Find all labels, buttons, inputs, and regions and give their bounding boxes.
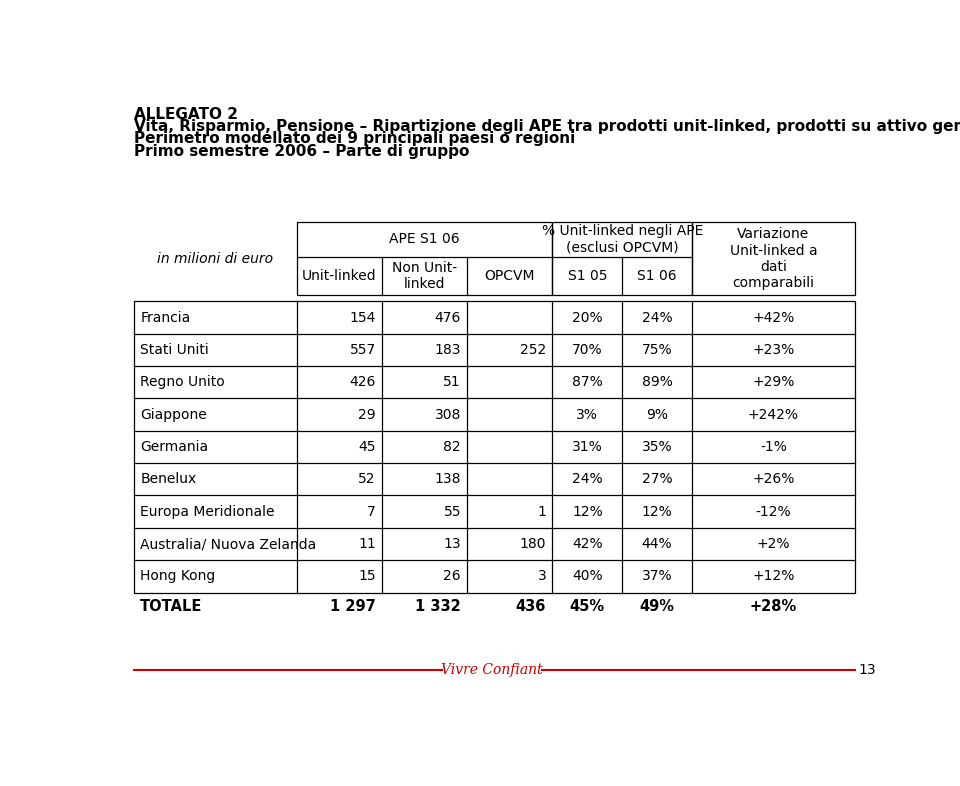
Text: 40%: 40%: [572, 569, 603, 583]
Text: OPCVM: OPCVM: [485, 269, 535, 283]
Text: 426: 426: [349, 375, 375, 389]
Text: % Unit-linked negli APE
(esclusi OPCVM): % Unit-linked negli APE (esclusi OPCVM): [541, 224, 703, 255]
Text: 29: 29: [358, 408, 375, 421]
Text: 252: 252: [520, 343, 546, 357]
Text: 87%: 87%: [572, 375, 603, 389]
Bar: [134, 302, 854, 593]
Text: Francia: Francia: [140, 310, 190, 325]
Text: 476: 476: [435, 310, 461, 325]
Text: 89%: 89%: [641, 375, 673, 389]
Text: 49%: 49%: [639, 599, 675, 614]
Text: 12%: 12%: [641, 505, 672, 519]
Bar: [297, 222, 552, 296]
Text: 52: 52: [358, 472, 375, 487]
Text: -1%: -1%: [760, 440, 787, 454]
Text: 3%: 3%: [576, 408, 598, 421]
Text: 75%: 75%: [642, 343, 672, 357]
Text: Stati Uniti: Stati Uniti: [140, 343, 209, 357]
Text: +42%: +42%: [753, 310, 795, 325]
Text: Vivre Confiant: Vivre Confiant: [442, 663, 542, 678]
Text: 1: 1: [538, 505, 546, 519]
Text: +242%: +242%: [748, 408, 799, 421]
Text: 308: 308: [435, 408, 461, 421]
Text: 1 297: 1 297: [330, 599, 375, 614]
Text: Hong Kong: Hong Kong: [140, 569, 215, 583]
Text: 70%: 70%: [572, 343, 603, 357]
Text: Perimetro modellato dei 9 principali paesi o regioni: Perimetro modellato dei 9 principali pae…: [134, 131, 575, 146]
Text: 20%: 20%: [572, 310, 603, 325]
Text: 35%: 35%: [642, 440, 672, 454]
Text: 7: 7: [367, 505, 375, 519]
Text: Regno Unito: Regno Unito: [140, 375, 225, 389]
Text: 557: 557: [349, 343, 375, 357]
Text: S1 05: S1 05: [567, 269, 607, 283]
Text: 11: 11: [358, 537, 375, 551]
Text: 436: 436: [516, 599, 546, 614]
Text: in milioni di euro: in milioni di euro: [157, 252, 274, 266]
Text: 12%: 12%: [572, 505, 603, 519]
Text: 31%: 31%: [572, 440, 603, 454]
Text: 24%: 24%: [572, 472, 603, 487]
Text: 51: 51: [444, 375, 461, 389]
Text: 27%: 27%: [642, 472, 672, 487]
Text: Australia/ Nuova Zelanda: Australia/ Nuova Zelanda: [140, 537, 317, 551]
Bar: [552, 222, 692, 296]
Text: +12%: +12%: [752, 569, 795, 583]
Text: Unit-linked: Unit-linked: [302, 269, 376, 283]
Text: Variazione
Unit-linked a
dati
comparabili: Variazione Unit-linked a dati comparabil…: [730, 227, 817, 290]
Text: Germania: Germania: [140, 440, 208, 454]
Text: +2%: +2%: [756, 537, 790, 551]
Text: 45: 45: [358, 440, 375, 454]
Text: 154: 154: [349, 310, 375, 325]
Text: 13: 13: [858, 663, 876, 678]
Text: Vita, Risparmio, Pensione – Ripartizione degli APE tra prodotti unit-linked, pro: Vita, Risparmio, Pensione – Ripartizione…: [134, 119, 960, 134]
Text: +26%: +26%: [752, 472, 795, 487]
Text: Benelux: Benelux: [140, 472, 197, 487]
Text: 180: 180: [519, 537, 546, 551]
Text: +29%: +29%: [752, 375, 795, 389]
Text: ALLEGATO 2: ALLEGATO 2: [134, 107, 238, 122]
Text: Giappone: Giappone: [140, 408, 207, 421]
Text: Primo semestre 2006 – Parte di gruppo: Primo semestre 2006 – Parte di gruppo: [134, 144, 469, 159]
Text: 55: 55: [444, 505, 461, 519]
Text: 138: 138: [435, 472, 461, 487]
Text: 45%: 45%: [570, 599, 605, 614]
Text: 183: 183: [435, 343, 461, 357]
Text: 15: 15: [358, 569, 375, 583]
Text: 1 332: 1 332: [416, 599, 461, 614]
Bar: [692, 222, 854, 296]
Text: APE S1 06: APE S1 06: [389, 233, 460, 247]
Text: 26: 26: [444, 569, 461, 583]
Text: 9%: 9%: [646, 408, 668, 421]
Text: -12%: -12%: [756, 505, 791, 519]
Text: 82: 82: [444, 440, 461, 454]
Text: +28%: +28%: [750, 599, 797, 614]
Text: 44%: 44%: [642, 537, 672, 551]
Text: Europa Meridionale: Europa Meridionale: [140, 505, 275, 519]
Text: 37%: 37%: [642, 569, 672, 583]
Text: 24%: 24%: [642, 310, 672, 325]
Text: 3: 3: [538, 569, 546, 583]
Text: S1 06: S1 06: [637, 269, 677, 283]
Text: Non Unit-
linked: Non Unit- linked: [392, 261, 457, 291]
Text: 13: 13: [444, 537, 461, 551]
Text: 42%: 42%: [572, 537, 603, 551]
Text: +23%: +23%: [753, 343, 795, 357]
Text: TOTALE: TOTALE: [140, 599, 203, 614]
